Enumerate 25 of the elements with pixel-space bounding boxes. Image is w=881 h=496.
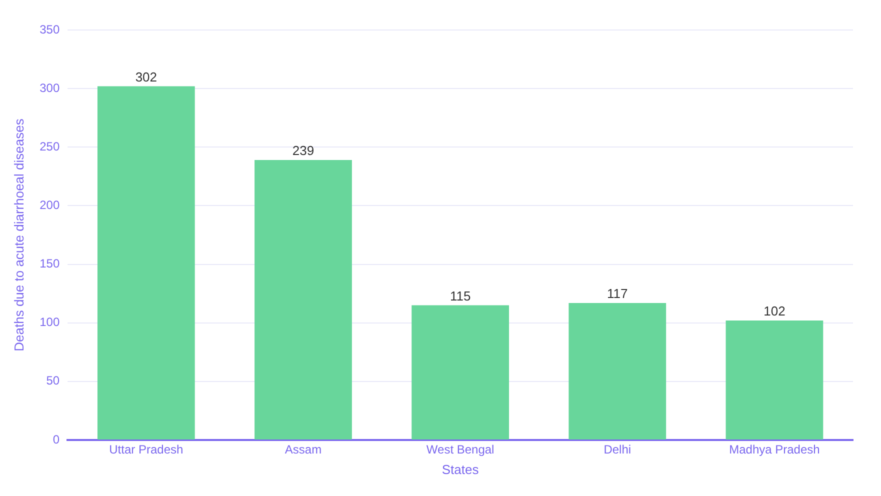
data-label: 102 (764, 304, 786, 319)
bar (97, 86, 195, 440)
y-tick-label: 150 (40, 256, 60, 271)
y-tick-label: 100 (40, 315, 60, 330)
x-tick-label: West Bengal (426, 442, 494, 457)
x-tick-label: Assam (284, 442, 322, 457)
y-axis-title: Deaths due to acute diarrhoeal diseases (11, 118, 26, 352)
y-tick-label: 50 (46, 374, 60, 388)
y-tick-label: 250 (40, 139, 60, 154)
x-tick-label: Madhya Pradesh (729, 442, 820, 457)
bar (726, 320, 824, 440)
bar (254, 160, 352, 440)
x-axis-title: States (442, 462, 480, 477)
x-tick-label: Delhi (604, 442, 632, 457)
y-tick-label: 0 (52, 432, 60, 446)
y-tick-label: 300 (40, 80, 60, 95)
data-label: 239 (292, 143, 314, 158)
y-tick-label: 200 (40, 198, 60, 212)
bar (412, 305, 510, 440)
data-label: 115 (450, 288, 471, 304)
data-label: 117 (607, 286, 628, 302)
y-tick-label: 350 (40, 22, 60, 36)
data-label: 302 (135, 69, 158, 84)
bar (568, 302, 666, 440)
x-tick-label: Uttar Pradesh (109, 442, 184, 457)
